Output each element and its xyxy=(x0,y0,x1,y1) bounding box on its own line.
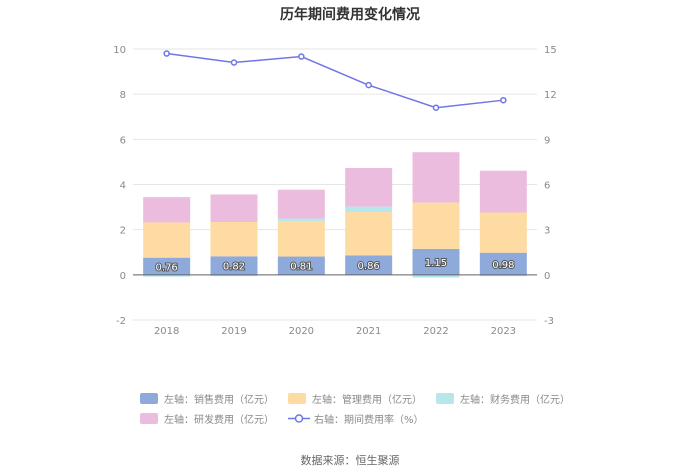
bar-segment-rnd xyxy=(277,189,325,219)
x-tick-label: 2021 xyxy=(356,326,381,337)
bar-segment-admin xyxy=(277,221,325,257)
chart-title: 历年期间费用变化情况 xyxy=(280,7,420,23)
bar-segment-finance xyxy=(479,274,527,277)
right-axis: -3 0 3 6 9 12 15 xyxy=(544,45,557,327)
bar-segment-finance xyxy=(143,274,191,277)
legend-label-sales: 左轴：销售费用（亿元） xyxy=(164,394,274,406)
bar-segment-finance xyxy=(210,274,258,277)
x-tick-label: 2022 xyxy=(423,326,448,337)
rate-point xyxy=(163,50,170,57)
bar-segment-admin xyxy=(210,221,258,257)
left-tick-label: 10 xyxy=(113,45,126,56)
x-tick-label: 2018 xyxy=(154,326,179,337)
line-marker-icon xyxy=(288,413,310,423)
legend-item-finance[interactable]: 左轴：财务费用（亿元） xyxy=(436,391,570,406)
legend-row: 左轴：研发费用（亿元） 右轴：期间费用率（%） xyxy=(140,408,570,428)
legend-swatch-admin xyxy=(288,392,306,404)
legend-label-rnd: 左轴：研发费用（亿元） xyxy=(164,414,274,426)
rate-point xyxy=(230,59,238,66)
right-tick-label: 6 xyxy=(544,181,550,192)
legend-label-finance: 左轴：财务费用（亿元） xyxy=(460,394,570,406)
bar-segment-rnd xyxy=(412,152,460,203)
bar-data-label: 0.82 xyxy=(223,262,245,273)
legend-label-rate: 右轴：期间费用率（%） xyxy=(314,414,424,426)
left-tick-label: 8 xyxy=(120,90,126,101)
bar-data-label: 0.76 xyxy=(156,262,178,273)
bar-data-label: 1.15 xyxy=(425,258,447,269)
rate-point xyxy=(500,96,507,104)
legend-item-rnd[interactable]: 左轴：研发费用（亿元） xyxy=(140,411,274,426)
legend-item-admin[interactable]: 左轴：管理费用（亿元） xyxy=(288,391,422,406)
left-tick-label: -2 xyxy=(116,316,126,327)
right-tick-label: 12 xyxy=(544,90,557,101)
x-axis: 2018 2019 2020 2021 2022 2023 xyxy=(154,326,516,337)
grid-lines xyxy=(133,48,537,321)
left-tick-label: 4 xyxy=(120,181,126,192)
bar-segment-sales xyxy=(412,248,460,275)
bar-segment-rnd xyxy=(479,170,527,213)
legend-swatch-finance xyxy=(436,392,454,404)
bar-segment-admin xyxy=(143,222,191,258)
bar-data-label: 0.98 xyxy=(492,260,514,271)
bar-segment-sales xyxy=(210,256,258,275)
bar-segment-rnd xyxy=(143,197,191,223)
data-source: 数据来源：恒生聚源 xyxy=(300,454,400,467)
bar-segment-finance xyxy=(277,218,325,222)
legend: 左轴：销售费用（亿元） 左轴：管理费用（亿元） 左轴：财务费用（亿元） 左轴：研… xyxy=(140,388,570,428)
legend-item-sales[interactable]: 左轴：销售费用（亿元） xyxy=(140,391,274,406)
right-tick-label: 9 xyxy=(544,135,550,146)
left-tick-label: 2 xyxy=(120,226,126,237)
right-tick-label: -3 xyxy=(544,316,554,327)
bar-segment-sales xyxy=(479,252,527,275)
legend-label-admin: 左轴：管理费用（亿元） xyxy=(312,394,422,406)
bar-segment-admin xyxy=(479,212,527,253)
rate-point xyxy=(432,104,440,111)
rate-line-path xyxy=(166,52,504,109)
right-tick-label: 15 xyxy=(544,45,557,56)
x-tick-label: 2020 xyxy=(289,326,314,337)
bar-segment-finance xyxy=(412,274,460,278)
bar-segment-rnd xyxy=(210,194,258,222)
bar-segment-sales xyxy=(143,257,191,275)
legend-swatch-sales xyxy=(140,392,158,404)
bar-data-label: 0.81 xyxy=(290,262,312,273)
bar-stacks xyxy=(143,152,527,278)
right-tick-label: 0 xyxy=(544,271,550,282)
left-axis: -2 0 2 4 6 8 10 xyxy=(113,45,126,327)
right-tick-label: 3 xyxy=(544,226,550,237)
bar-data-label: 0.86 xyxy=(358,261,380,272)
x-tick-label: 2019 xyxy=(221,326,246,337)
bar-data-labels: 0.76 0.82 0.81 0.86 1.15 0.98 xyxy=(155,257,516,274)
x-tick-label: 2023 xyxy=(491,326,516,337)
bar-segment-admin xyxy=(412,202,460,249)
bar-segment-sales xyxy=(345,255,393,275)
expense-rate-line xyxy=(163,50,507,111)
rate-point xyxy=(298,53,305,60)
left-tick-label: 6 xyxy=(120,135,126,146)
bar-segment-rnd xyxy=(345,168,393,207)
left-tick-label: 0 xyxy=(120,271,126,282)
bar-segment-finance xyxy=(345,206,393,213)
rate-point xyxy=(365,81,372,89)
legend-row: 左轴：销售费用（亿元） 左轴：管理费用（亿元） 左轴：财务费用（亿元） xyxy=(140,388,570,408)
legend-swatch-rnd xyxy=(140,412,158,424)
legend-item-rate[interactable]: 右轴：期间费用率（%） xyxy=(288,411,424,426)
bar-segment-admin xyxy=(345,212,393,256)
bar-segment-sales xyxy=(277,256,325,275)
